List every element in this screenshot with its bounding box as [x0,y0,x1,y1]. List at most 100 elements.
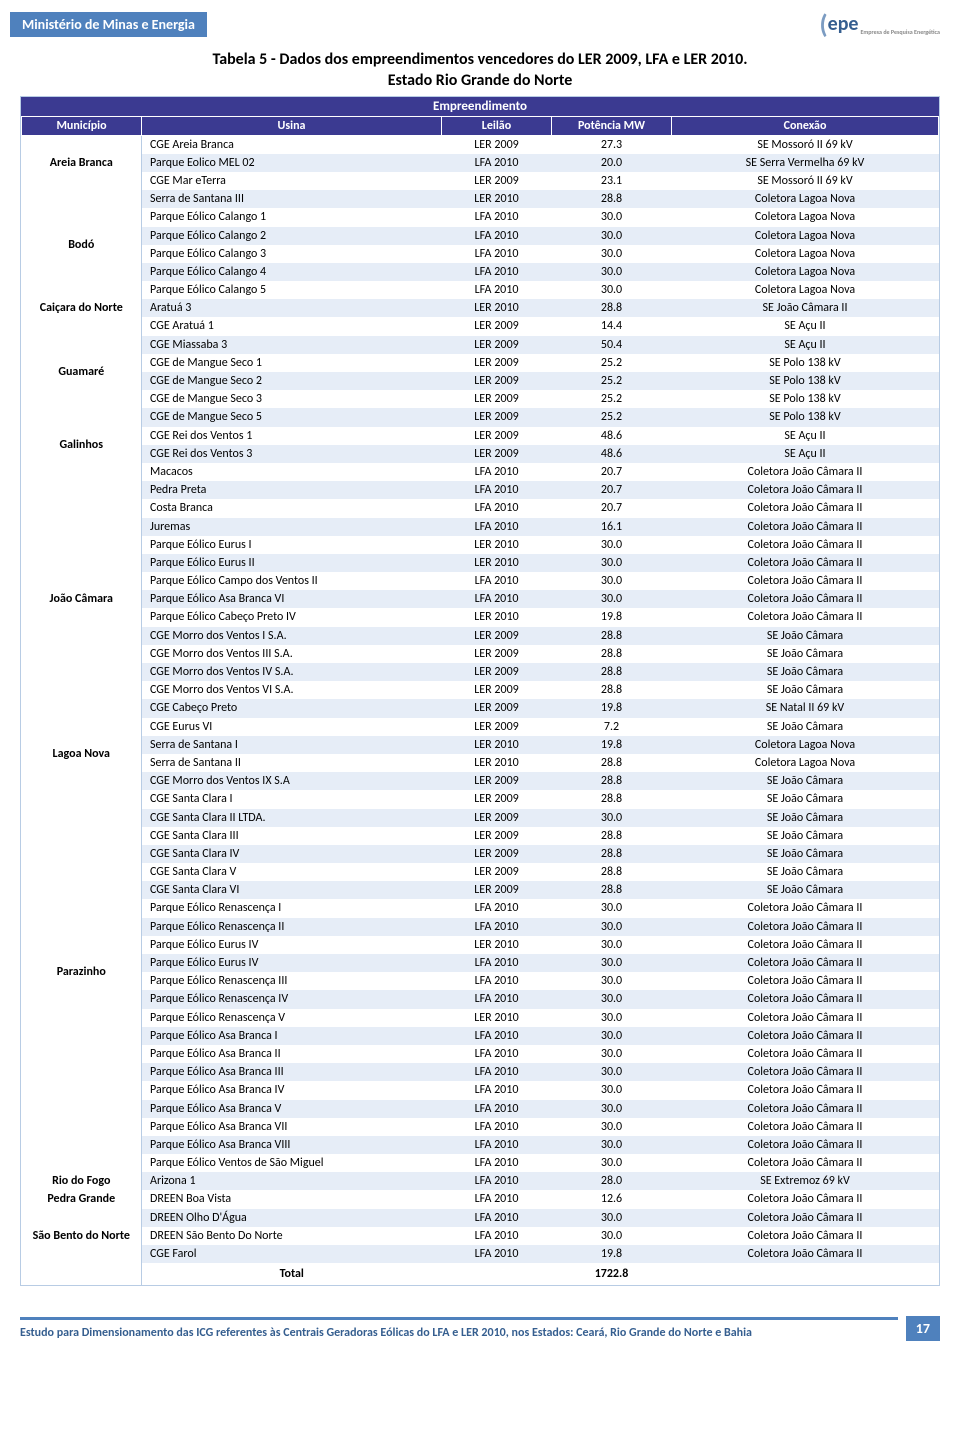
cell-conexao: SE João Câmara [672,790,939,808]
cell-usina: CGE Aratuá 1 [142,317,442,335]
cell-empty [442,1263,552,1285]
cell-conexao: SE Açu II [672,317,939,335]
cell-leilao: LER 2009 [442,827,552,845]
cell-conexao: Coletora João Câmara II [672,1118,939,1136]
cell-usina: CGE Santa Clara II LTDA. [142,809,442,827]
cell-leilao: LER 2010 [442,1009,552,1027]
cell-leilao: LFA 2010 [442,590,552,608]
cell-leilao: LFA 2010 [442,518,552,536]
cell-potencia: 30.0 [552,590,672,608]
cell-conexao: Coletora João Câmara II [672,1009,939,1027]
cell-leilao: LFA 2010 [442,1209,552,1227]
cell-potencia: 30.0 [552,1045,672,1063]
cell-potencia: 28.8 [552,845,672,863]
cell-potencia: 19.8 [552,736,672,754]
cell-usina: Parque Eólico Campo dos Ventos II [142,572,442,590]
cell-conexao: SE Polo 138 kV [672,408,939,426]
logo-c: ( [820,8,828,40]
table-row: Parque Eólico Renascença VLER 201030.0Co… [22,1009,939,1027]
cell-leilao: LFA 2010 [442,1227,552,1245]
cell-leilao: LER 2010 [442,536,552,554]
cell-leilao: LFA 2010 [442,972,552,990]
cell-potencia: 30.0 [552,263,672,281]
cell-usina: Arizona 1 [142,1172,442,1190]
table-row: Caiçara do NorteAratuá 3LER 201028.8SE J… [22,299,939,317]
cell-conexao: Coletora João Câmara II [672,899,939,917]
cell-leilao: LER 2009 [442,445,552,463]
cell-leilao: LER 2009 [442,627,552,645]
cell-conexao: Coletora João Câmara II [672,481,939,499]
cell-conexao: Coletora João Câmara II [672,499,939,517]
table-row: Parque Eólico Eurus IVLFA 201030.0Coleto… [22,954,939,972]
cell-potencia: 30.0 [552,918,672,936]
ministry-tag: Ministério de Minas e Energia [10,12,207,37]
cell-leilao: LER 2009 [442,645,552,663]
table-row: CGE Santa Clara ILER 200928.8SE João Câm… [22,790,939,808]
cell-leilao: LFA 2010 [442,1172,552,1190]
table-row: Pedra GrandeDREEN Boa VistaLFA 201012.6C… [22,1190,939,1208]
cell-usina: CGE Morro dos Ventos VI S.A. [142,681,442,699]
cell-usina: Parque Eólico Calango 5 [142,281,442,299]
table-row: Parque Eólico Cabeço Preto IVLER 201019.… [22,608,939,626]
cell-conexao: Coletora Lagoa Nova [672,190,939,208]
cell-usina: Parque Eólico Asa Branca IV [142,1081,442,1099]
cell-conexao: Coletora João Câmara II [672,1063,939,1081]
cell-usina: CGE Santa Clara III [142,827,442,845]
cell-usina: CGE de Mangue Seco 3 [142,390,442,408]
cell-usina: DREEN Boa Vista [142,1190,442,1208]
cell-municipio: João Câmara [22,463,142,736]
table-row: Parque Eólico Renascença IILFA 201030.0C… [22,918,939,936]
cell-leilao: LFA 2010 [442,1190,552,1208]
cell-potencia: 30.0 [552,1209,672,1227]
cell-leilao: LFA 2010 [442,481,552,499]
cell-potencia: 16.1 [552,518,672,536]
cell-potencia: 30.0 [552,227,672,245]
cell-potencia: 28.8 [552,663,672,681]
cell-usina: Parque Eólico Eurus I [142,536,442,554]
cell-conexao: Coletora João Câmara II [672,1245,939,1263]
table-row: Parque Eólico Asa Branca VILFA 201030.0C… [22,590,939,608]
col-leilao: Leilão [442,116,552,135]
data-table: Município Usina Leilão Potência MW Conex… [21,116,939,1286]
table-row: Parque Eólico Calango 1LFA 201030.0Colet… [22,208,939,226]
table-row: CGE FarolLFA 201019.8Coletora João Câmar… [22,1245,939,1263]
cell-leilao: LFA 2010 [442,954,552,972]
cell-potencia: 28.8 [552,863,672,881]
table-row: CGE Morro dos Ventos VI S.A.LER 200928.8… [22,681,939,699]
cell-leilao: LFA 2010 [442,1027,552,1045]
table-row: CGE Santa Clara VLER 200928.8SE João Câm… [22,863,939,881]
table-row: Parque Eólico Asa Branca ILFA 201030.0Co… [22,1027,939,1045]
cell-conexao: SE Polo 138 kV [672,354,939,372]
cell-conexao: SE Extremoz 69 kV [672,1172,939,1190]
cell-conexao: Coletora João Câmara II [672,1100,939,1118]
table-row: Pedra PretaLFA 201020.7Coletora João Câm… [22,481,939,499]
table-row: ParazinhoCGE Morro dos Ventos IX S.ALER … [22,772,939,790]
table-row: Parque Eólico Calango 3LFA 201030.0Colet… [22,245,939,263]
cell-potencia: 30.0 [552,954,672,972]
table-body: Areia BrancaCGE Areia BrancaLER 200927.3… [22,135,939,1285]
cell-usina: CGE Eurus VI [142,718,442,736]
cell-conexao: SE João Câmara [672,772,939,790]
cell-potencia: 30.0 [552,899,672,917]
cell-leilao: LER 2009 [442,809,552,827]
col-conexao: Conexão [672,116,939,135]
cell-usina: Parque Eólico Asa Branca II [142,1045,442,1063]
cell-conexao: Coletora João Câmara II [672,554,939,572]
page-number: 17 [906,1316,940,1341]
cell-potencia: 30.0 [552,1063,672,1081]
cell-conexao: SE Açu II [672,336,939,354]
table-row: Parque Eólico Renascença ILFA 201030.0Co… [22,899,939,917]
table-row: CGE Santa Clara IIILER 200928.8SE João C… [22,827,939,845]
cell-potencia: 28.8 [552,190,672,208]
cell-potencia: 30.0 [552,281,672,299]
cell-usina: Pedra Preta [142,481,442,499]
table-row: Parque Eólico Asa Branca IIILFA 201030.0… [22,1063,939,1081]
cell-leilao: LER 2009 [442,718,552,736]
table-row: CGE de Mangue Seco 2LER 200925.2SE Polo … [22,372,939,390]
cell-leilao: LER 2010 [442,299,552,317]
cell-usina: Parque Eólico Asa Branca VII [142,1118,442,1136]
cell-leilao: LER 2009 [442,135,552,154]
cell-usina: CGE Areia Branca [142,135,442,154]
cell-usina: Serra de Santana II [142,754,442,772]
cell-potencia: 30.0 [552,572,672,590]
